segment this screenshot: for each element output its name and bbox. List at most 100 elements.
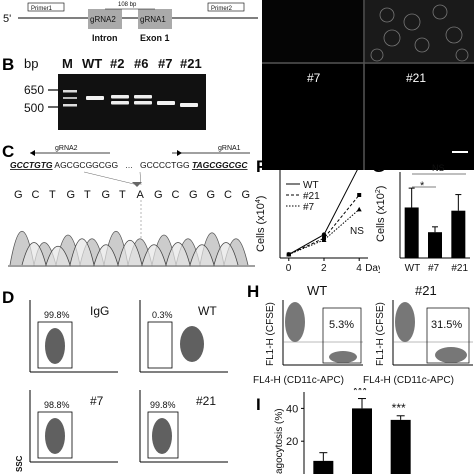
h-label-wt: WT [307,283,327,298]
h-xlabel-21: FL4-H (CD11c-APC) [363,375,454,386]
gel-image [58,74,206,130]
panel-c-letter: C [2,142,15,161]
flow-plot-igg: 99.8% IgG [29,300,118,373]
seq-left-bold: GCCTGTG [10,160,53,170]
lane-label: #2 [110,56,124,71]
size-650-label: 650 [24,83,44,97]
panel-d-letter: D [2,288,15,307]
panel-f-growth-chart: Cells (x104) 0 2 4Days WT#21#7 NS [255,164,380,274]
panel-i-letter: I [256,395,261,414]
svg-text:99.8%: 99.8% [150,400,176,410]
lane-label: #21 [180,56,202,71]
gel-bp-label: bp [24,56,38,71]
svg-text:98.8%: 98.8% [44,400,70,410]
micro-label-7: #7 [307,71,321,85]
g-category-label: WT [405,263,421,274]
i-bar [313,460,334,474]
svg-text:WT: WT [198,304,217,318]
grna2-label: gRNA2 [90,15,116,24]
panel-h-letter: H [247,282,260,301]
svg-text:99.8%: 99.8% [44,310,70,320]
lane-label: #6 [134,56,148,71]
h-ylabel-21: FL1-H (CFSE) [375,302,386,366]
exon1-label: Exon 1 [140,33,170,43]
f-x-tick-label: 4 [356,263,362,274]
i-bar [390,419,411,474]
five-prime-label: 5' [3,13,11,25]
size-500-label: 500 [24,101,44,115]
f-legend-label: #7 [303,202,315,213]
i-y-tick-label: 20 [286,436,298,448]
panel-g-letter: G [372,157,386,176]
g-star-label: * [420,180,425,192]
d-ssc-label: SSC [15,455,24,472]
seq-right-bold: TAGCGGCGC [192,160,248,170]
panel-b-gel: bp M WT #2 #6 #7 #21 650 500 [24,56,206,130]
f-legend-label: #21 [303,191,320,202]
f-point [356,206,362,212]
c-grna2-label: gRNA2 [55,145,78,152]
panel-f-letter: F [256,157,267,176]
f-series-line [288,209,360,255]
read-base: G [242,189,251,201]
flow-plot-21: 99.8% #21 [139,390,228,463]
read-base: G [207,189,216,201]
microscopy-grid: #7 #21 [262,0,474,170]
svg-text:31.5%: 31.5% [431,319,462,331]
read-base: G [67,189,76,201]
read-base: T [119,189,126,201]
read-base: G [102,189,111,201]
primer1-label: Primer1 [31,6,53,12]
seq-left-rest: AGCGCGGCGG [54,160,118,170]
svg-text:#7: #7 [90,394,104,408]
svg-text:…: … [125,161,133,170]
read-base: C [172,189,180,201]
read-base: G [189,189,198,201]
bp108-label: 108 bp [118,2,137,8]
svg-text:#21: #21 [196,394,216,408]
g-bar [428,232,442,258]
svg-text:IgG: IgG [90,304,109,318]
f-point [357,193,362,197]
f-legend-label: WT [303,180,319,191]
i-sig-label: *** [353,388,367,398]
panel-d-flow: 99.8% IgG 0.3% WT 98.8% #7 99.8% #21 SSC [15,300,228,472]
f-series-line [288,194,360,255]
c-grna1-label: gRNA1 [218,145,241,152]
f-point [286,251,292,257]
seq-right-rest: GCCCCTGG [140,160,190,170]
flow-plot-7: 98.8% #7 [29,390,118,463]
i-y-tick-label: 40 [286,403,298,415]
i-sig-label: *** [392,401,406,415]
i-ylabel: agocytosis (%) [274,408,285,474]
g-category-label: #7 [428,263,440,274]
g-bar [404,207,419,258]
panel-g-bar-chart: Cells (x102) WT #7 #21 NS * [375,163,470,274]
h-plot-21: 31.5% [392,300,473,366]
g-ns-label: NS [432,163,445,173]
h-xlabel-wt: FL4-H (CD11c-APC) [253,375,344,386]
h-ylabel-wt: FL1-H (CFSE) [265,302,276,366]
read-base: C [224,189,232,201]
f-point [357,164,362,169]
f-x-tick-label: 2 [321,263,327,274]
h-label-21: #21 [415,283,437,298]
primer2-label: Primer2 [211,6,233,12]
read-base: A [137,189,145,201]
intron-label: Intron [92,33,118,43]
read-base: T [49,189,56,201]
flow-plot-wt: 0.3% WT [139,300,228,373]
lane-label: #7 [158,56,172,71]
f-ylabel: Cells (x104) [255,196,267,252]
svg-text:0.3%: 0.3% [152,310,173,320]
panel-a-gene-map: 5' Primer1 gRNA2 gRNA1 108 bp Primer2 In… [3,2,258,43]
chromatogram-trace [9,230,249,267]
g-bar [451,210,466,258]
panel-c-chromatogram: gRNA2 gRNA1 GCCTGTG AGCGCGGCGG … GCCCCTG… [8,145,255,267]
panel-h-flow: 5.3% WT 31.5% #21 FL1-H (CFSE) FL1-H (CF… [253,283,473,386]
panel-i-bar-chart: agocytosis (%) 20 40 *** *** [274,388,411,474]
read-base: C [32,189,40,201]
g-category-label: #21 [451,263,468,274]
f-point [321,232,327,237]
